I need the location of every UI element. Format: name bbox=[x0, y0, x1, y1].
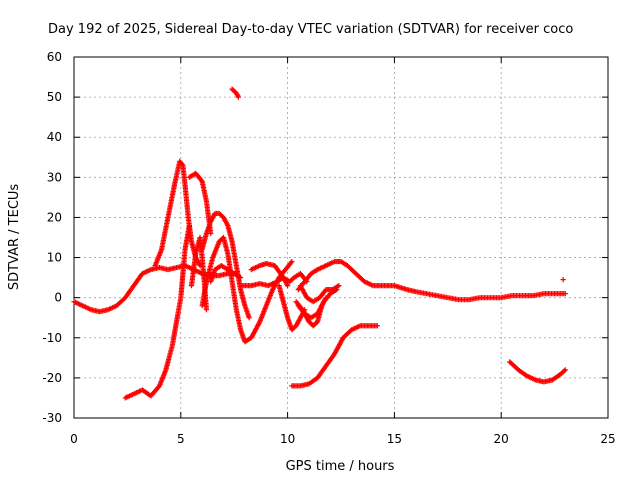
y-tick-label: 40 bbox=[47, 130, 62, 144]
data-point bbox=[238, 275, 244, 281]
data-point bbox=[374, 323, 380, 329]
x-tick-label: 25 bbox=[600, 432, 615, 446]
data-point bbox=[246, 315, 252, 321]
data-point bbox=[289, 258, 295, 265]
x-tick-label: 0 bbox=[70, 432, 78, 446]
y-tick-label: 10 bbox=[47, 251, 62, 265]
series-track-18 bbox=[507, 359, 568, 385]
chart-title: Day 192 of 2025, Sidereal Day-to-day VTE… bbox=[48, 22, 573, 37]
series-track-11 bbox=[248, 260, 310, 285]
data-point bbox=[561, 368, 567, 374]
series-track-19 bbox=[560, 277, 566, 283]
marks-layer bbox=[71, 86, 568, 401]
x-axis-label: GPS time / hours bbox=[286, 459, 395, 474]
y-tick-label: -30 bbox=[42, 411, 62, 425]
y-tick-label: -20 bbox=[42, 371, 62, 385]
y-tick-label: -10 bbox=[42, 331, 62, 345]
series-track-9 bbox=[229, 86, 242, 100]
series-track-15 bbox=[295, 287, 340, 321]
grid-layer bbox=[74, 57, 608, 418]
y-tick-label: 60 bbox=[47, 50, 62, 64]
data-point bbox=[562, 367, 568, 373]
x-tick-label: 15 bbox=[387, 432, 402, 446]
series-track-17 bbox=[289, 323, 380, 389]
x-tick-label: 5 bbox=[177, 432, 185, 446]
y-tick-label: 0 bbox=[54, 291, 62, 305]
series-track-8 bbox=[208, 262, 244, 285]
series-track-6 bbox=[188, 234, 210, 313]
data-point bbox=[562, 291, 568, 297]
y-tick-label: 20 bbox=[47, 210, 62, 224]
plot-frame bbox=[73, 56, 609, 419]
series-track-16 bbox=[295, 258, 568, 303]
tick-layer: 0 5 10 15 20 25 -30 -20 -10 0 10 20 30 40 50 60 bbox=[42, 50, 615, 446]
x-tick-label: 20 bbox=[494, 432, 509, 446]
data-point bbox=[203, 307, 210, 313]
series-track-3 bbox=[152, 158, 203, 269]
data-point bbox=[336, 283, 342, 289]
data-point bbox=[334, 287, 340, 293]
series-track-2 bbox=[122, 222, 192, 401]
data-point bbox=[560, 277, 566, 283]
x-tick-label: 10 bbox=[280, 432, 295, 446]
y-axis-label: SDTVAR / TECUs bbox=[7, 184, 22, 291]
y-tick-label: 30 bbox=[47, 170, 62, 184]
data-point bbox=[285, 283, 291, 289]
data-point bbox=[235, 94, 242, 100]
series-track-7 bbox=[199, 234, 295, 345]
data-point bbox=[179, 161, 185, 167]
y-tick-label: 50 bbox=[47, 90, 62, 104]
